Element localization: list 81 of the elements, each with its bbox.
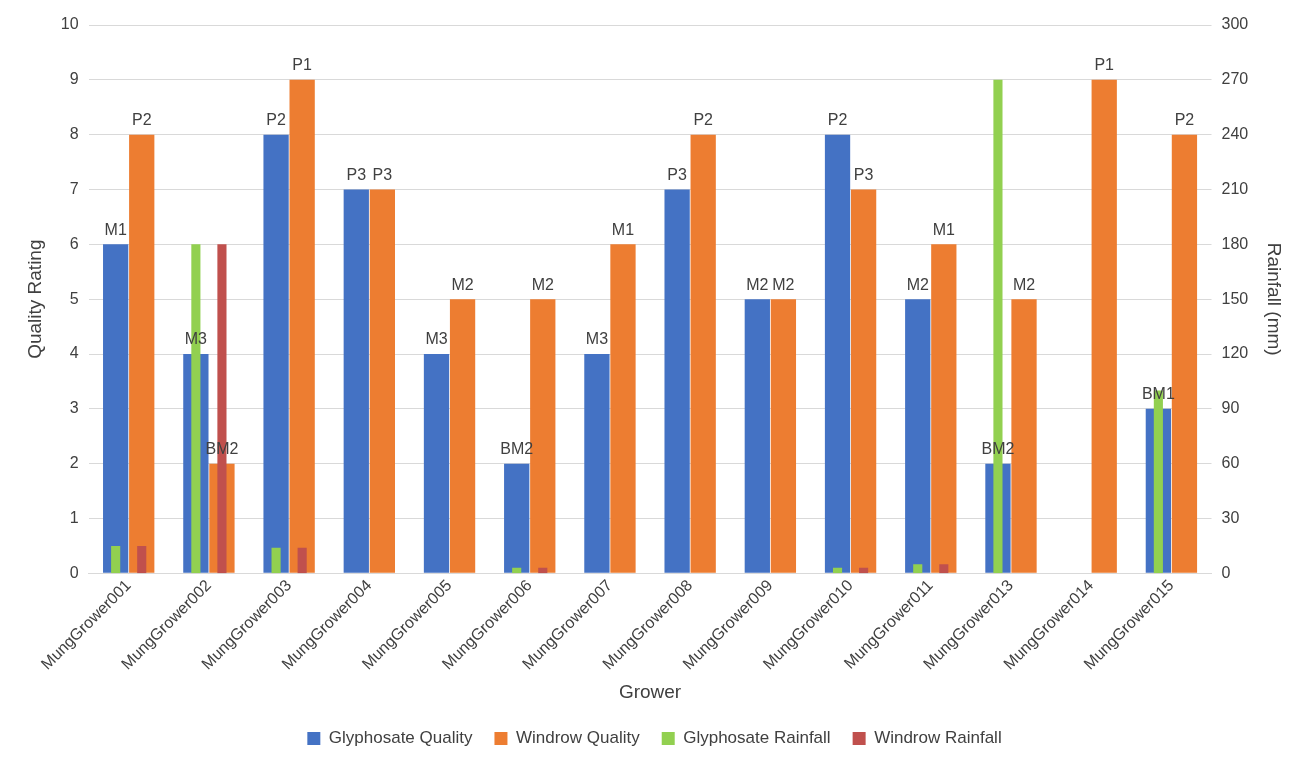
bar (449, 299, 476, 573)
data-label: M2 (451, 275, 474, 293)
bar (664, 189, 690, 573)
y2-tick-label: 120 (1221, 344, 1249, 362)
y-tick-label: 6 (69, 234, 79, 252)
bar (111, 545, 121, 574)
bar (832, 567, 843, 574)
legend-label: Glyphosate Quality (328, 728, 473, 748)
y2-tick-label: 90 (1221, 399, 1240, 417)
bar (584, 354, 610, 573)
y2-tick-label: 270 (1221, 70, 1249, 88)
data-label: P2 (131, 111, 152, 129)
y2-tick-label: 300 (1221, 15, 1249, 33)
bar (423, 354, 450, 573)
data-label: M2 (1012, 275, 1036, 293)
bar (129, 134, 155, 573)
bar (1091, 79, 1117, 573)
bar (369, 189, 395, 573)
data-label: M2 (772, 275, 795, 293)
data-label: M3 (425, 330, 448, 348)
data-label: P3 (667, 165, 687, 183)
y-tick-label: 9 (69, 70, 79, 88)
legend-label: Glyphosate Rainfall (683, 728, 831, 748)
bar (512, 567, 522, 574)
legend-label: Windrow Rainfall (874, 728, 1002, 748)
data-label: P3 (346, 165, 367, 183)
y-tick-label: 5 (69, 289, 79, 307)
bar (770, 299, 797, 573)
bar (504, 463, 530, 573)
y2-axis-title: Rainfall (mm) (1264, 242, 1286, 356)
y-tick-label: 3 (69, 399, 79, 417)
data-label: P1 (1094, 56, 1115, 74)
bar (271, 547, 281, 574)
data-label: P1 (292, 56, 313, 74)
data-label: M3 (585, 330, 609, 348)
bar (297, 547, 307, 574)
bar (343, 189, 369, 573)
bar (690, 134, 716, 573)
y2-tick-label: 30 (1221, 508, 1240, 526)
data-label: P3 (372, 165, 393, 183)
bar (931, 244, 957, 573)
data-label: M1 (611, 220, 635, 238)
bar (850, 189, 877, 573)
bar (913, 564, 923, 574)
y2-tick-label: 60 (1221, 454, 1240, 472)
y-tick-label: 0 (69, 563, 79, 581)
y-tick-label: 7 (69, 179, 79, 197)
y-tick-label: 8 (69, 125, 79, 143)
bar (263, 134, 289, 573)
data-label: M1 (104, 220, 127, 238)
data-label: P2 (1174, 111, 1195, 129)
data-label: P2 (827, 111, 848, 129)
legend-label: Windrow Quality (515, 728, 641, 748)
y2-tick-label: 180 (1221, 234, 1249, 252)
bar (824, 134, 851, 573)
bar (939, 564, 949, 574)
data-label: P2 (693, 111, 714, 129)
bar (289, 79, 315, 573)
y2-tick-label: 0 (1221, 563, 1231, 581)
bar (137, 545, 147, 574)
bar (905, 299, 931, 573)
bar (538, 567, 548, 574)
y-axis-title: Quality Rating (23, 239, 45, 359)
data-label: M1 (932, 220, 956, 238)
y2-tick-label: 240 (1221, 125, 1249, 143)
bar (744, 299, 770, 573)
bar (859, 567, 869, 574)
data-label: M2 (906, 275, 929, 293)
x-axis-title: Grower (618, 680, 682, 702)
y-tick-label: 1 (69, 508, 79, 526)
y2-tick-label: 210 (1221, 179, 1249, 197)
y-tick-label: 4 (69, 344, 79, 362)
bar (610, 244, 636, 573)
y-tick-label: 10 (60, 15, 79, 33)
data-label: M2 (746, 275, 769, 293)
data-label: M2 (531, 275, 554, 293)
y-tick-label: 2 (69, 454, 79, 472)
y2-tick-label: 150 (1221, 289, 1249, 307)
bar (103, 244, 129, 573)
data-label: P2 (266, 111, 286, 129)
data-label: P3 (853, 165, 874, 183)
